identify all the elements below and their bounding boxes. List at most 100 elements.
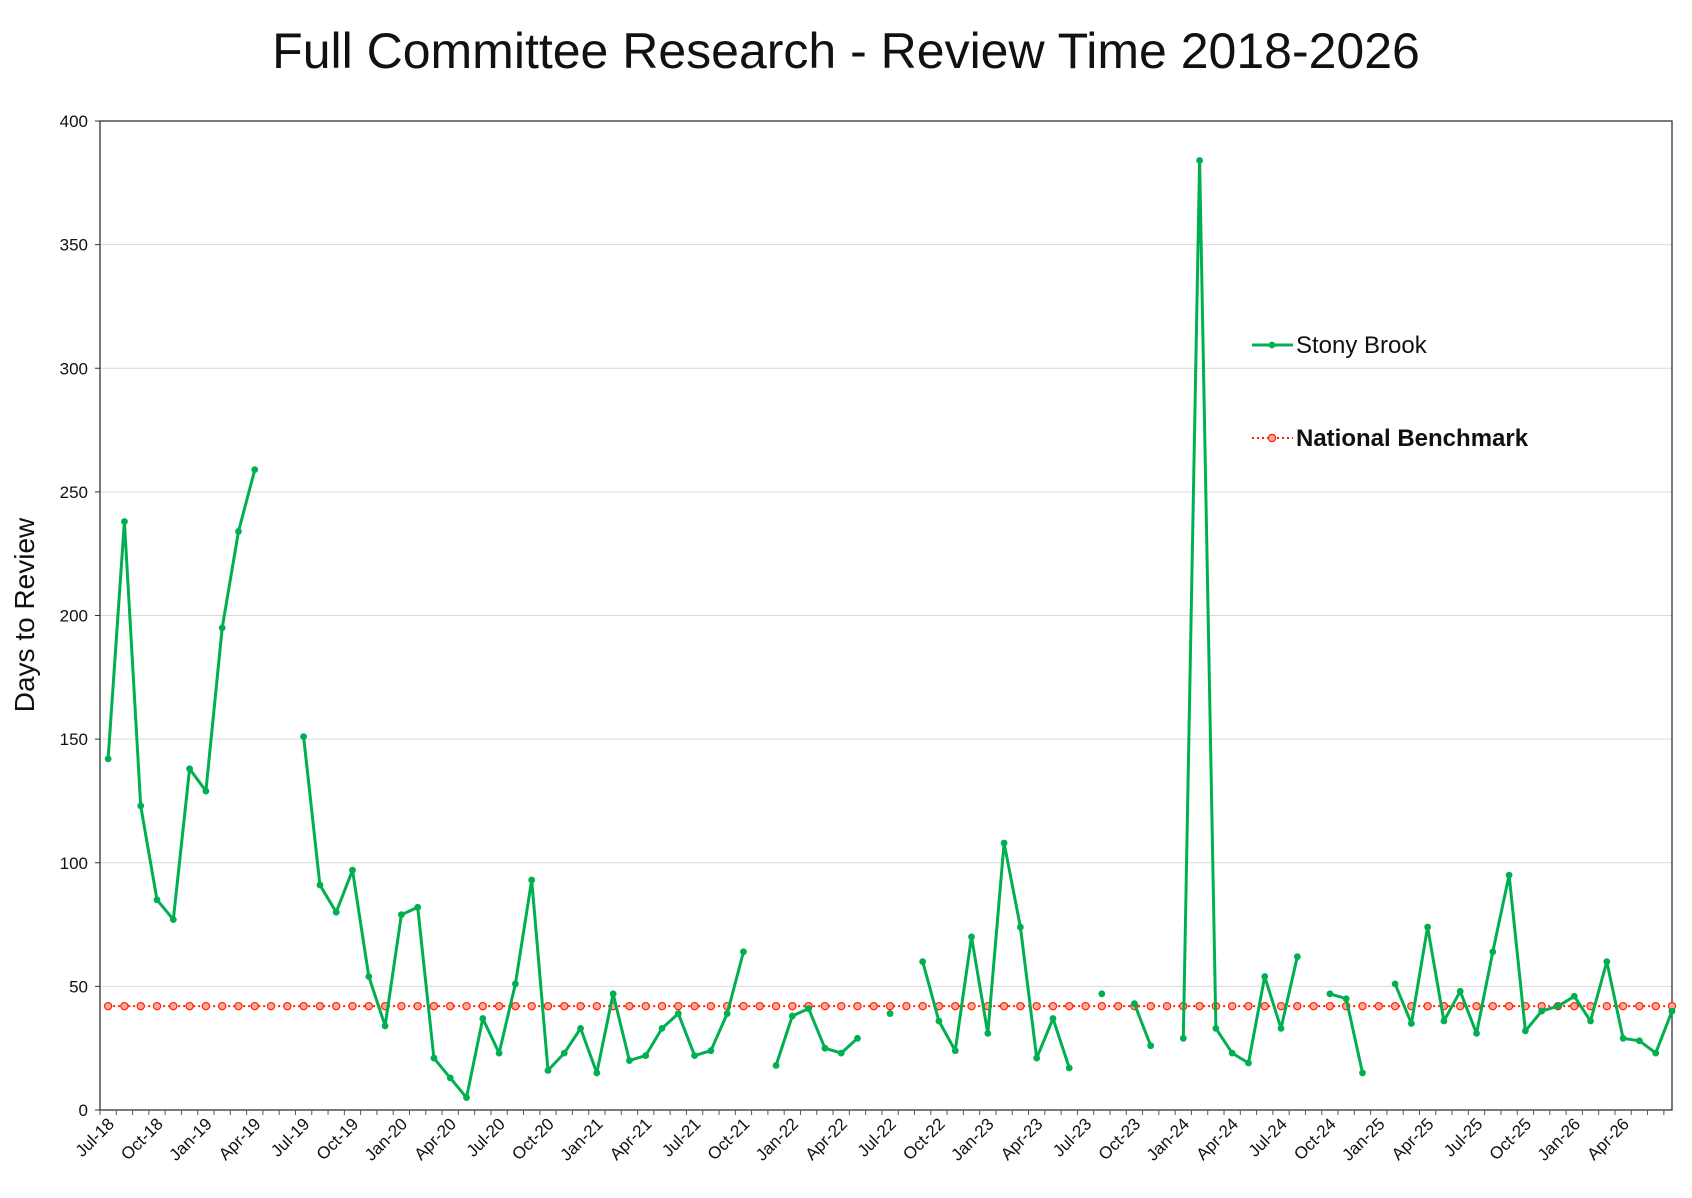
data-point — [121, 518, 128, 525]
legend: Stony Brook National Benchmark — [1252, 332, 1529, 452]
legend-marker-national-benchmark — [1267, 433, 1277, 443]
benchmark-point — [1504, 1001, 1514, 1011]
data-point — [332, 908, 340, 916]
data-point — [658, 1025, 666, 1032]
benchmark-point — [478, 1001, 488, 1011]
data-point — [137, 802, 145, 810]
x-tick-label: Jan-19 — [166, 1114, 216, 1164]
chart-title: Full Committee Research - Review Time 20… — [272, 23, 1420, 79]
benchmark-point — [1618, 1001, 1628, 1011]
stony-brook-series — [104, 157, 1676, 1102]
data-point — [381, 1022, 389, 1030]
benchmark-point — [120, 1001, 129, 1011]
data-point — [495, 1049, 503, 1057]
benchmark-point — [494, 1001, 504, 1011]
benchmark-point — [1195, 1001, 1204, 1011]
legend-item-national-benchmark: National Benchmark — [1252, 425, 1529, 452]
x-tick-label: Jan-22 — [752, 1114, 802, 1164]
benchmark-point — [152, 1001, 162, 1011]
data-point — [544, 1067, 552, 1074]
benchmark-point — [266, 1001, 276, 1011]
data-point — [1636, 1037, 1643, 1045]
benchmark-point — [1016, 1001, 1025, 1011]
data-point — [919, 958, 927, 966]
y-tick-label: 0 — [79, 1101, 88, 1120]
data-point — [1342, 995, 1350, 1003]
series-line-segment — [302, 736, 745, 1100]
data-point — [1293, 953, 1301, 961]
benchmark-point — [543, 1001, 553, 1011]
data-point — [642, 1052, 650, 1060]
x-tick-label: Apr-19 — [215, 1114, 265, 1164]
y-tick-label: 350 — [60, 236, 88, 255]
data-point — [626, 1057, 633, 1064]
benchmark-point — [592, 1001, 602, 1011]
data-point — [577, 1025, 584, 1032]
data-point — [1668, 1007, 1676, 1015]
data-point — [1228, 1049, 1236, 1057]
data-point — [609, 990, 617, 998]
benchmark-point — [413, 1001, 422, 1011]
x-tick-label: Oct-22 — [899, 1114, 949, 1164]
x-tick-label: Jan-25 — [1338, 1114, 1388, 1164]
benchmark-point — [1081, 1001, 1090, 1011]
y-axis-label: Days to Review — [9, 517, 40, 712]
x-tick-label: Jul-22 — [854, 1114, 900, 1160]
benchmark-point — [885, 1001, 895, 1011]
data-point — [397, 911, 405, 919]
data-point — [300, 733, 308, 741]
data-point — [951, 1047, 959, 1055]
series-line-segment — [921, 841, 1071, 1069]
data-point — [1065, 1064, 1073, 1072]
benchmark-point — [315, 1001, 325, 1011]
benchmark-point — [1244, 1001, 1253, 1011]
benchmark-point — [706, 1001, 716, 1011]
data-point — [1424, 923, 1432, 931]
benchmark-point — [1097, 1001, 1107, 1011]
benchmark-point — [136, 1001, 145, 1011]
y-axis: 0 50 100 150 200 250 300 350 400 — [60, 112, 100, 1120]
benchmark-point — [1260, 1001, 1269, 1011]
benchmark-point — [103, 1001, 113, 1011]
legend-label-stony-brook: Stony Brook — [1296, 332, 1428, 359]
benchmark-point — [739, 1001, 748, 1011]
data-point — [886, 1010, 894, 1017]
data-point — [723, 1010, 731, 1017]
data-point — [1407, 1020, 1415, 1027]
benchmark-point — [1162, 1001, 1172, 1011]
x-tick-label: Jan-24 — [1143, 1114, 1193, 1164]
data-point — [740, 948, 747, 956]
data-point — [235, 528, 242, 535]
benchmark-point — [1472, 1001, 1481, 1011]
benchmark-point — [902, 1001, 911, 1011]
data-point — [1619, 1034, 1627, 1042]
benchmark-series — [103, 1001, 1677, 1011]
x-tick-label: Jul-18 — [72, 1114, 118, 1160]
x-tick-label: Apr-20 — [411, 1114, 461, 1164]
benchmark-point — [1456, 1001, 1465, 1011]
x-tick-label: Apr-24 — [1192, 1114, 1242, 1164]
benchmark-point — [234, 1001, 243, 1011]
data-point — [1277, 1025, 1285, 1032]
data-point — [1016, 923, 1024, 931]
data-point — [1456, 987, 1464, 995]
benchmark-point — [967, 1001, 976, 1011]
benchmark-point — [1146, 1001, 1155, 1011]
benchmark-point — [511, 1001, 520, 1011]
x-tick-label: Apr-26 — [1583, 1114, 1633, 1164]
data-point — [511, 980, 519, 988]
data-point — [1098, 990, 1106, 998]
x-tick-label: Oct-20 — [508, 1114, 558, 1164]
benchmark-point — [869, 1001, 878, 1011]
data-point — [691, 1052, 698, 1060]
benchmark-point — [641, 1001, 650, 1011]
x-tick-label: Jul-24 — [1245, 1114, 1291, 1160]
data-point — [1652, 1049, 1660, 1057]
benchmark-point — [951, 1001, 960, 1011]
data-point — [153, 896, 161, 904]
benchmark-point — [1113, 1001, 1123, 1011]
benchmark-point — [527, 1001, 536, 1011]
x-tick-label: Jul-21 — [658, 1114, 704, 1160]
benchmark-point — [1309, 1001, 1318, 1011]
benchmark-point — [837, 1001, 846, 1011]
